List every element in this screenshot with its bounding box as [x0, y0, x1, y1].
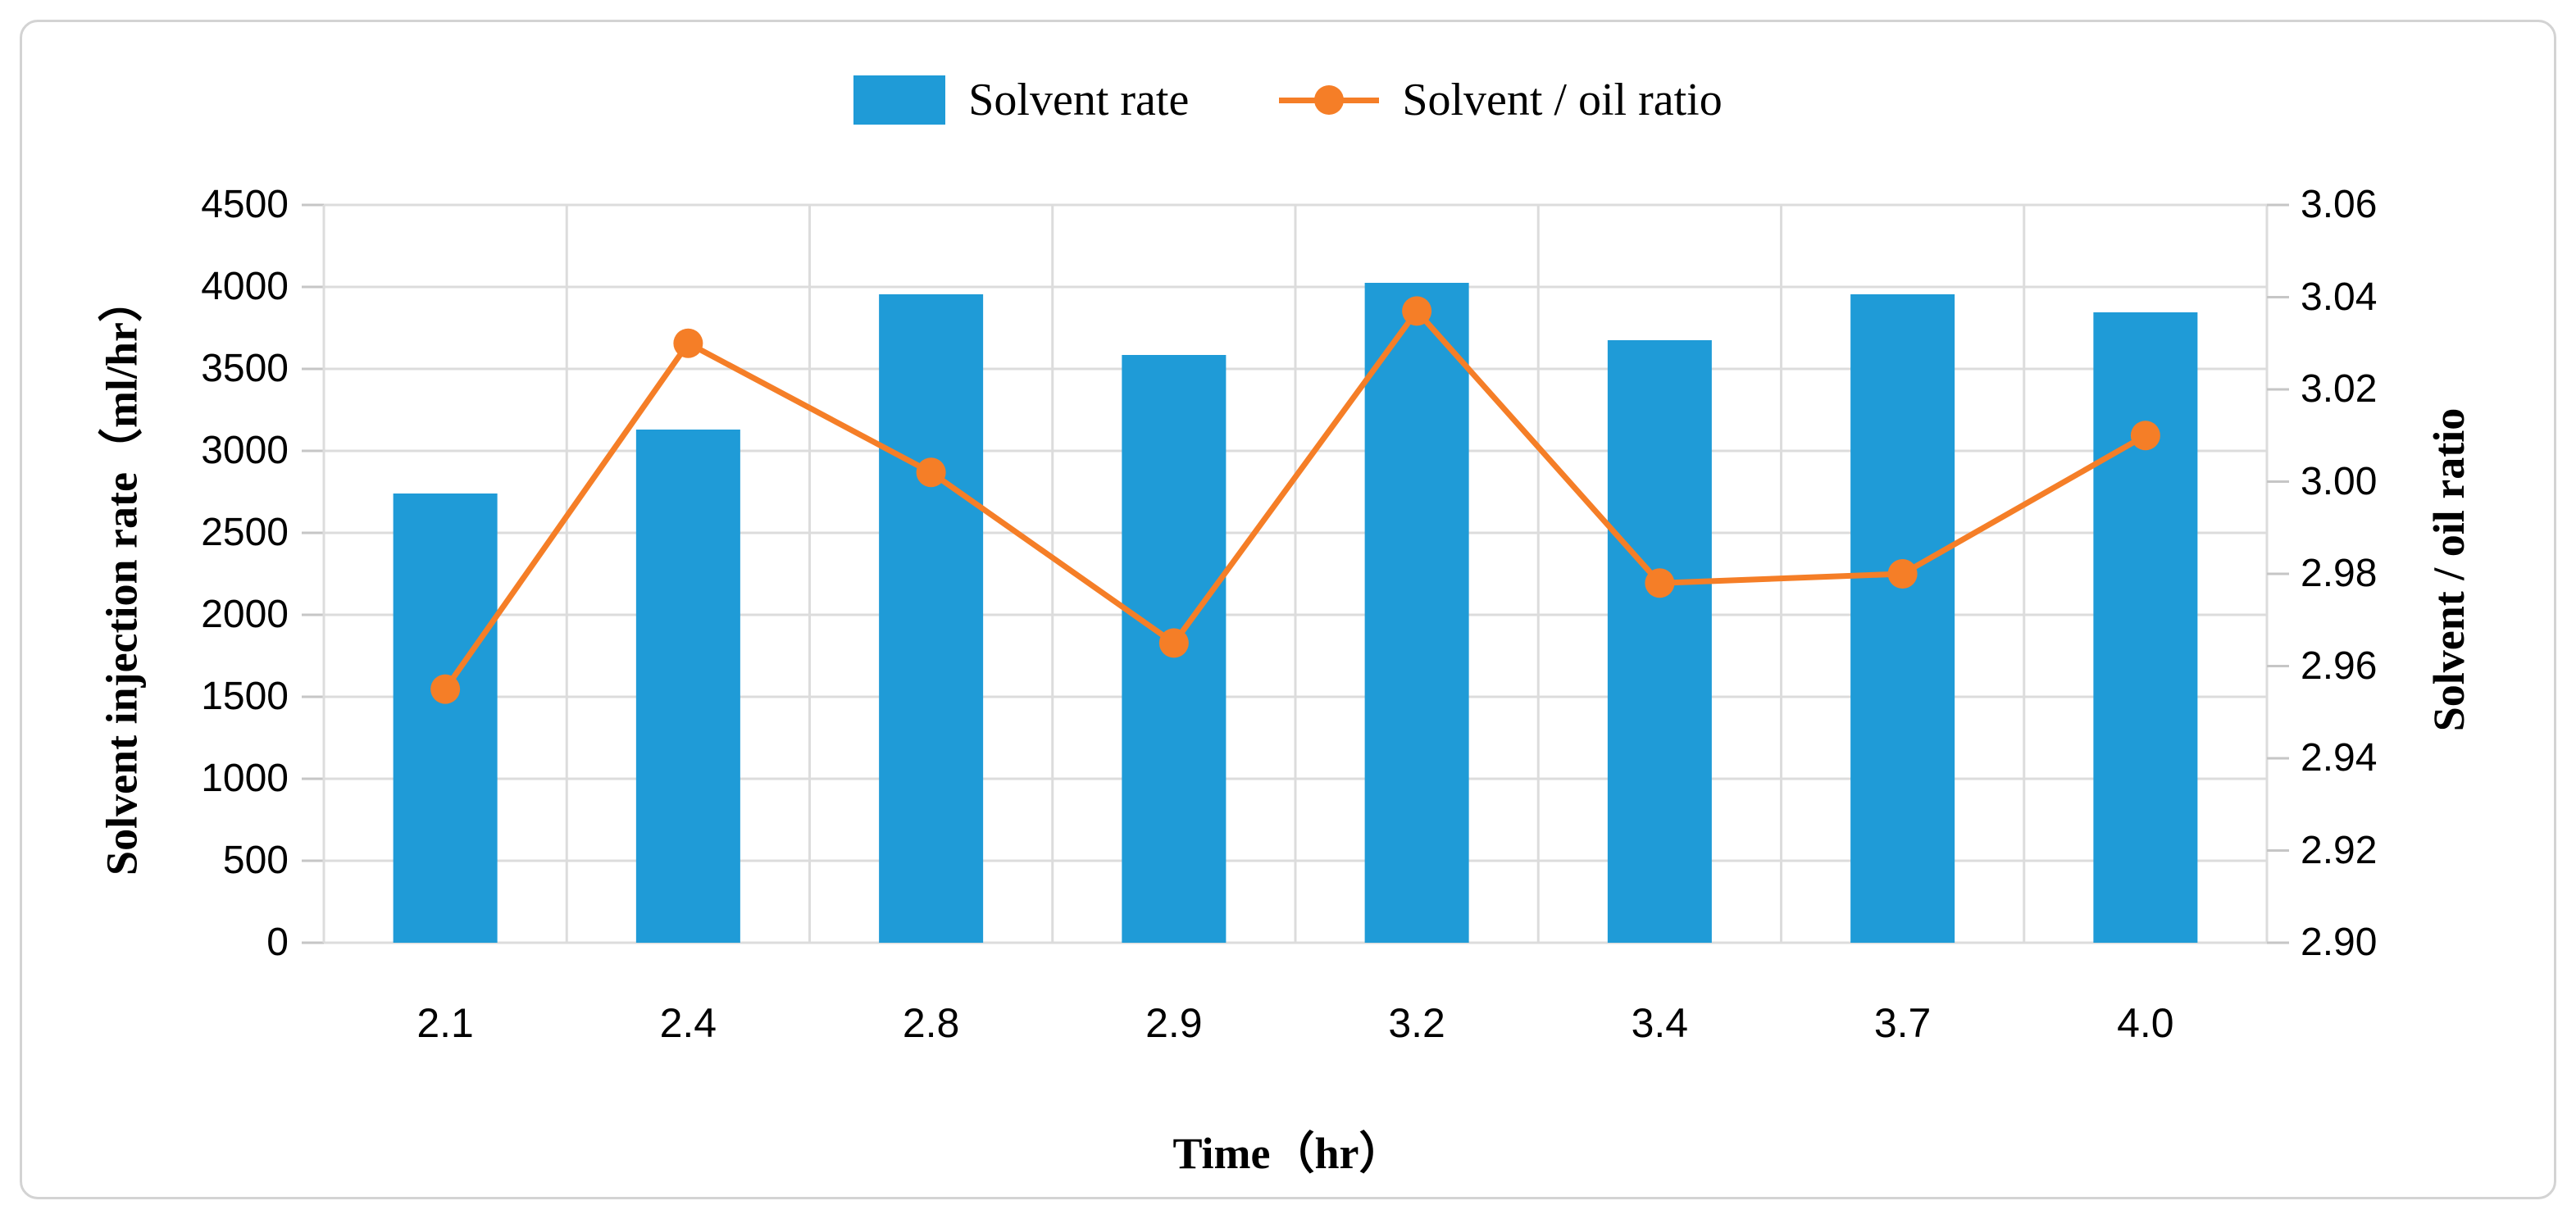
bar-2.8	[879, 294, 984, 943]
bar-2.4	[635, 430, 740, 943]
left-axis-tick-0: 0	[266, 921, 289, 964]
ratio-marker-3.7	[1887, 559, 1918, 589]
x-axis-tick-2.9: 2.9	[1145, 1000, 1203, 1046]
right-axis-title: Solvent / oil ratio	[2424, 407, 2474, 732]
plot-area	[302, 203, 2289, 944]
legend: Solvent rate Solvent / oil ratio	[0, 71, 2576, 130]
x-axis-title: Time（hr）	[1172, 1129, 1404, 1178]
ratio-marker-2.8	[916, 457, 946, 488]
right-axis-tick-3.00: 3.00	[2301, 459, 2378, 503]
right-axis-tick-2.90: 2.90	[2301, 921, 2378, 964]
x-axis-tick-2.8: 2.8	[902, 1000, 960, 1046]
ratio-marker-2.1	[430, 674, 461, 704]
right-axis-tick-3.06: 3.06	[2301, 183, 2378, 226]
left-axis-tick-4500: 4500	[201, 183, 289, 226]
legend-item-solvent-rate[interactable]: Solvent rate	[853, 71, 1189, 130]
bar-3.2	[1364, 283, 1469, 943]
x-axis-tick-3.2: 3.2	[1388, 1000, 1445, 1046]
ratio-marker-3.2	[1402, 296, 1432, 326]
right-axis-tick-3.02: 3.02	[2301, 367, 2378, 411]
x-axis-tick-2.1: 2.1	[416, 1000, 474, 1046]
legend-label-solvent-rate: Solvent rate	[968, 75, 1190, 125]
ratio-line	[443, 307, 2147, 691]
right-axis-tick-2.96: 2.96	[2301, 644, 2378, 688]
x-axis-tick-2.4: 2.4	[659, 1000, 717, 1046]
ratio-marker-2.4	[673, 328, 703, 358]
left-axis-tick-3000: 3000	[201, 429, 289, 472]
bar-2.1	[393, 494, 498, 943]
right-axis-tick-3.04: 3.04	[2301, 275, 2378, 319]
line-marker-icon	[1279, 84, 1380, 116]
left-axis-tick-3500: 3500	[201, 347, 289, 390]
right-axis-tick-2.98: 2.98	[2301, 552, 2378, 595]
bar-3.4	[1607, 340, 1712, 943]
x-axis-tick-3.7: 3.7	[1873, 1000, 1932, 1046]
ratio-marker-2.9	[1158, 628, 1189, 658]
left-axis-tick-2500: 2500	[201, 511, 289, 554]
left-axis-tick-1000: 1000	[201, 757, 289, 800]
left-axis-tick-1500: 1500	[201, 675, 289, 718]
right-axis-tick-2.92: 2.92	[2301, 828, 2378, 872]
x-axis-tick-4.0: 4.0	[2117, 1000, 2174, 1046]
legend-label-solvent-oil-ratio: Solvent / oil ratio	[1402, 75, 1723, 125]
legend-dot-icon	[1314, 85, 1345, 115]
left-axis-tick-2000: 2000	[201, 593, 289, 636]
ratio-marker-3.4	[1645, 568, 1675, 598]
legend-item-solvent-oil-ratio[interactable]: Solvent / oil ratio	[1279, 71, 1723, 130]
ratio-marker-4.0	[2130, 421, 2160, 451]
left-axis-tick-500: 500	[222, 839, 289, 882]
right-axis-tick-2.94: 2.94	[2301, 736, 2378, 780]
left-axis-title: Solvent injection rate（ml/hr）	[97, 278, 147, 876]
left-axis-tick-4000: 4000	[201, 265, 289, 308]
bar-swatch-icon	[853, 75, 946, 125]
bar-3.7	[1850, 294, 1955, 943]
bar-4.0	[2093, 312, 2198, 943]
x-axis-tick-3.4: 3.4	[1631, 1000, 1689, 1046]
